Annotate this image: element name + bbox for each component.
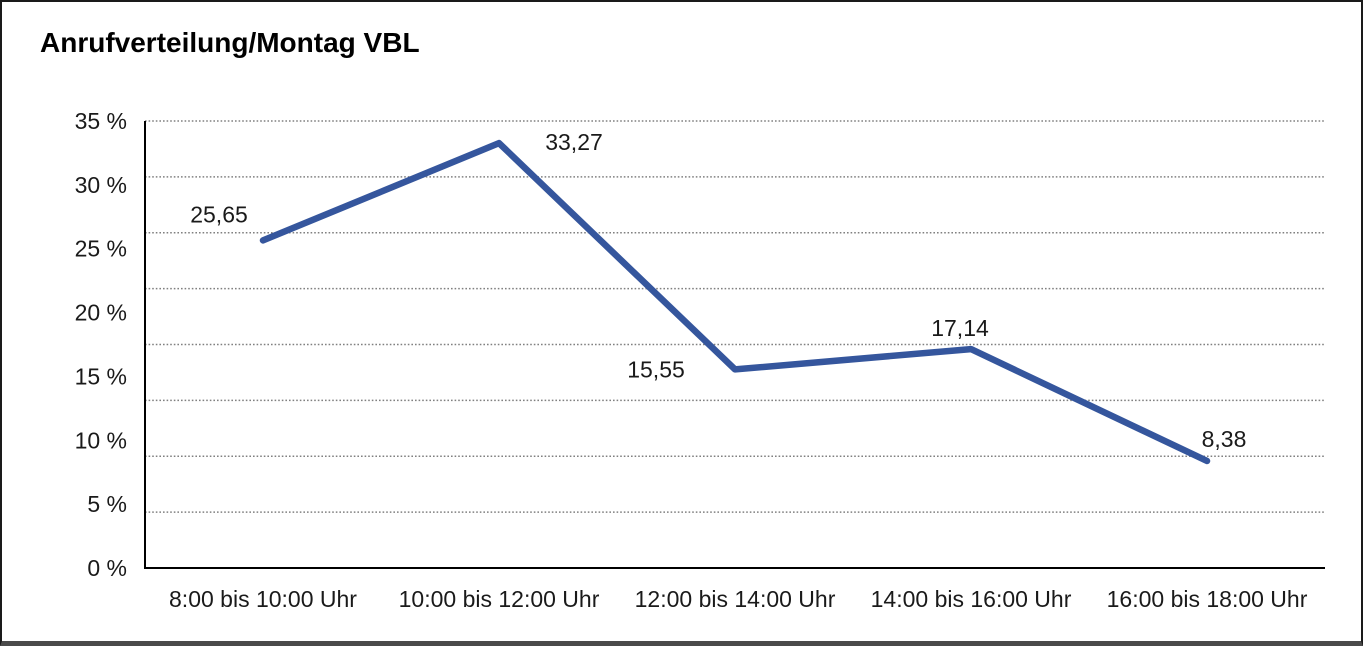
- data-line: [259, 139, 1211, 465]
- y-axis-tick-label: 0 %: [87, 555, 127, 581]
- y-axis-tick-label: 5 %: [87, 491, 127, 517]
- x-axis-tick-label: 10:00 bis 12:00 Uhr: [399, 586, 600, 612]
- data-point-label: 33,27: [545, 129, 603, 155]
- y-axis-tick-label: 30 %: [75, 172, 127, 198]
- y-axis-tick-label: 20 %: [75, 300, 127, 326]
- y-axis-tick-label: 15 %: [75, 363, 127, 389]
- x-axis-tick-label: 14:00 bis 16:00 Uhr: [871, 586, 1072, 612]
- y-axis-tick-label: 25 %: [75, 236, 127, 262]
- y-axis-tick-label: 10 %: [75, 427, 127, 453]
- y-axis-tick-label: 35 %: [75, 108, 127, 134]
- chart-title: Anrufverteilung/Montag VBL: [40, 27, 420, 58]
- x-axis-tick-label: 16:00 bis 18:00 Uhr: [1107, 586, 1308, 612]
- x-axis-tick-label: 8:00 bis 10:00 Uhr: [169, 586, 357, 612]
- data-point-label: 25,65: [190, 201, 248, 227]
- data-point-label: 17,14: [931, 315, 989, 341]
- data-point-label: 8,38: [1202, 426, 1247, 452]
- x-axis-tick-label: 12:00 bis 14:00 Uhr: [635, 586, 836, 612]
- data-point-label: 15,55: [627, 356, 685, 382]
